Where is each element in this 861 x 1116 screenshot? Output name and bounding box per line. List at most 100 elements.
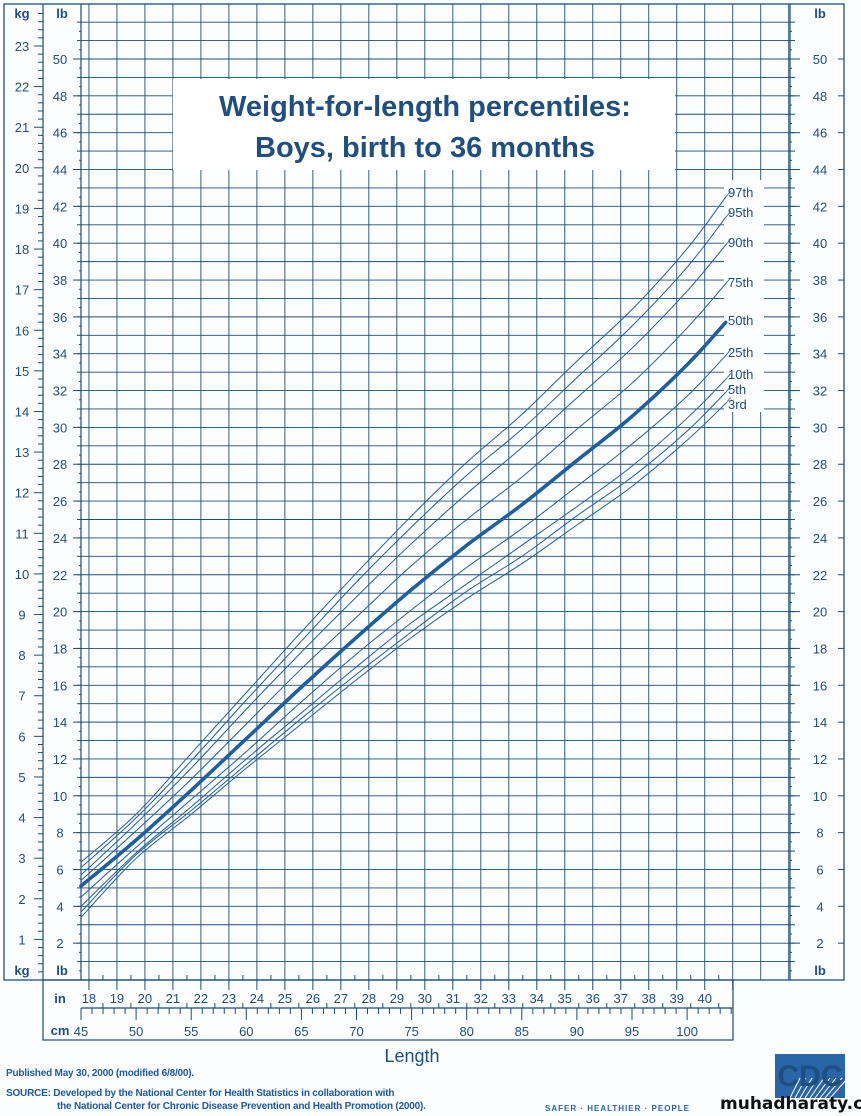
- lb-label-bg: [803, 51, 837, 67]
- lb-label-bg: [47, 750, 73, 767]
- kg-tick-label: 3: [18, 851, 25, 866]
- percentile-curve-90th: [80, 244, 727, 876]
- lb-label-bg: [803, 419, 837, 436]
- in-tick-label: 23: [222, 991, 236, 1006]
- lb-tick-label-right: 18: [813, 641, 827, 656]
- percentile-leader-10th: [725, 373, 731, 380]
- lb-label-bg: [47, 198, 73, 215]
- lb-label-bg: [47, 235, 73, 252]
- lb-label-bg: [803, 493, 837, 510]
- lb-label-bg: [803, 603, 837, 620]
- lb-tick-label-right: 8: [816, 826, 823, 841]
- lb-label-bg: [803, 787, 837, 804]
- cdc-logo-text: CDC: [778, 1060, 843, 1093]
- lb-tick-label-right: 46: [813, 126, 827, 141]
- lb-tick-label-right: 34: [813, 347, 827, 362]
- cdc-logo-ray: [829, 1077, 849, 1099]
- lb-tick-label-right: 22: [813, 568, 827, 583]
- lb-tick-label-left: 2: [56, 936, 63, 951]
- lb-label-bg: [803, 382, 837, 399]
- chart-title-line2: Boys, birth to 36 months: [255, 132, 595, 164]
- lb-label-bg: [803, 677, 837, 694]
- in-tick-label: 22: [194, 991, 208, 1006]
- cdc-logo-ray: [819, 1077, 837, 1099]
- lb-tick-label-left: 36: [53, 310, 67, 325]
- lb-label-bg: [803, 935, 837, 952]
- lb-label-bg: [803, 235, 837, 252]
- lb-tick-label-left: 34: [53, 347, 67, 362]
- unit-label-top-kg: kg: [14, 6, 29, 21]
- lb-tick-label-right: 26: [813, 494, 827, 509]
- kg-tick-label: 8: [18, 648, 25, 663]
- lb-tick-label-left: 22: [53, 568, 67, 583]
- in-tick-label: 35: [558, 991, 572, 1006]
- in-tick-label: 18: [82, 991, 96, 1006]
- lb-tick-label-right: 32: [813, 384, 827, 399]
- lb-tick-label-right: 42: [813, 199, 827, 214]
- lb-label-bg: [47, 603, 73, 620]
- lb-tick-label-left: 6: [56, 862, 63, 877]
- kg-tick-label: 5: [18, 770, 25, 785]
- kg-tick-label: 22: [15, 80, 29, 95]
- in-tick-label: 37: [614, 991, 628, 1006]
- in-tick-label: 21: [166, 991, 180, 1006]
- cdc-logo-ray: [824, 1077, 843, 1099]
- lb-label-bg: [47, 898, 73, 915]
- percentile-label-10th: 10th: [728, 367, 753, 382]
- title-box: [173, 79, 675, 170]
- kg-tick-label: 15: [15, 364, 29, 379]
- kg-tick-label: 10: [15, 567, 29, 582]
- percentile-leader-97th: [725, 190, 731, 198]
- lb-tick-label-left: 50: [53, 52, 67, 67]
- length-axis-box: [42, 979, 734, 1041]
- lb-label-bg: [47, 714, 73, 731]
- source-note-line2: the National Center for Chronic Disease …: [57, 1101, 426, 1112]
- in-tick-label: 26: [306, 991, 320, 1006]
- kg-tick-label: 7: [18, 689, 25, 704]
- kg-tick-label: 21: [15, 120, 29, 135]
- kg-tick-label: 9: [18, 608, 25, 623]
- percentile-label-95th: 95th: [728, 205, 753, 220]
- kg-tick-label: 20: [15, 161, 29, 176]
- lb-tick-label-right: 24: [813, 531, 827, 546]
- lb-tick-label-left: 28: [53, 457, 67, 472]
- cm-unit-label: cm: [51, 1023, 70, 1038]
- lb-tick-label-right: 38: [813, 273, 827, 288]
- kg-tick-label: 16: [15, 323, 29, 338]
- cdc-logo-ray: [809, 1077, 825, 1099]
- percentile-curve-50th: [79, 320, 728, 888]
- lb-tick-label-left: 10: [53, 789, 67, 804]
- lb-tick-label-right: 20: [813, 605, 827, 620]
- kg-tick-label: 14: [15, 404, 29, 419]
- percentile-curve-95th: [80, 216, 727, 869]
- percentile-label-90th: 90th: [728, 235, 753, 250]
- lb-label-bg: [47, 87, 73, 104]
- cm-tick-label: 100: [676, 1024, 698, 1039]
- lb-label-bg: [47, 419, 73, 436]
- lb-tick-label-left: 26: [53, 494, 67, 509]
- lb-tick-label-left: 38: [53, 273, 67, 288]
- in-tick-label: 32: [474, 991, 488, 1006]
- lb-label-bg: [803, 124, 837, 141]
- percentile-leader-75th: [725, 277, 731, 284]
- lb-label-bg: [47, 456, 73, 473]
- lb-tick-label-left: 46: [53, 126, 67, 141]
- percentile-label-3rd: 3rd: [728, 397, 747, 412]
- kg-tick-label: 2: [18, 892, 25, 907]
- lb-tick-label-left: 16: [53, 678, 67, 693]
- percentile-curve-25th: [80, 355, 727, 898]
- kg-tick-label: 23: [15, 39, 29, 54]
- lb-label-bg: [47, 382, 73, 399]
- cm-tick-label: 90: [570, 1024, 584, 1039]
- kg-tick-label: 6: [18, 729, 25, 744]
- lb-tick-label-right: 50: [813, 52, 827, 67]
- lb-label-bg: [47, 787, 73, 804]
- lb-label-bg: [47, 824, 73, 841]
- lb-label-bg: [803, 750, 837, 767]
- lb-label-bg: [47, 935, 73, 952]
- percentile-label-75th: 75th: [728, 275, 753, 290]
- lb-tick-label-right: 2: [816, 936, 823, 951]
- chart-title-line1: Weight-for-length percentiles:: [219, 91, 631, 123]
